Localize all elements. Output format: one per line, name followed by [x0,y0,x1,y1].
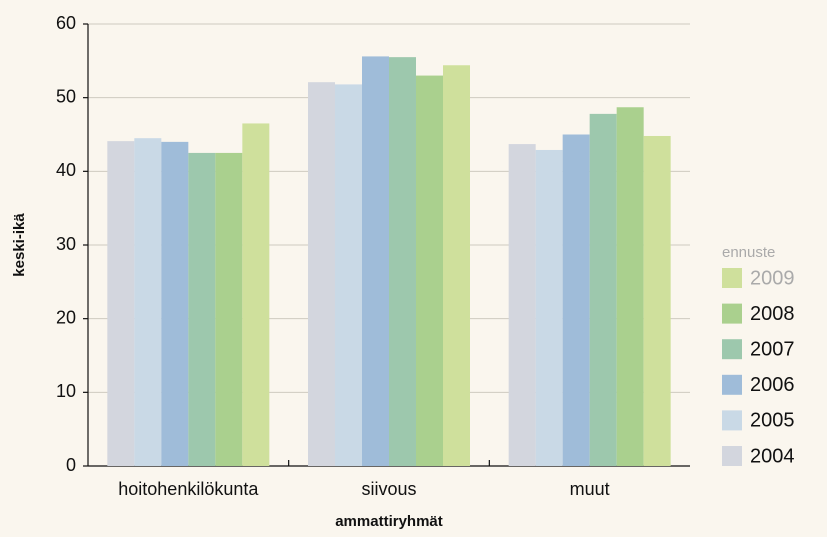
bar [188,152,216,466]
legend-swatch [722,303,742,324]
y-tick-label: 30 [56,234,76,254]
bar [535,149,563,466]
y-tick-label: 40 [56,160,76,180]
bar [562,134,590,466]
legend-swatch [722,446,742,466]
bar [589,113,617,466]
y-axis-title: keski-ikä [11,213,28,277]
bar [362,56,389,467]
bar [508,144,536,466]
x-tick-label: siivous [361,479,416,499]
legend-label: 2008 [750,303,795,325]
legend-note: ennuste [722,244,775,261]
legend-label: 2006 [750,374,795,396]
bar [643,135,671,466]
legend-swatch [722,268,742,288]
y-tick-label: 0 [66,455,76,475]
bar [443,65,470,467]
bar [389,57,416,467]
legend-label: 2009 [750,267,795,289]
y-tick-label: 50 [56,86,76,106]
bar [335,84,362,466]
x-tick-label: hoitohenkilökunta [118,479,259,499]
legend-swatch [722,410,742,431]
legend-label: 2004 [750,445,795,467]
legend-swatch [722,339,742,360]
bar [215,152,243,466]
y-tick-label: 10 [56,381,76,401]
bar [416,75,443,467]
y-tick-label: 20 [56,307,76,327]
legend-label: 2005 [750,410,795,432]
bar [242,123,270,466]
y-tick-label: 60 [56,13,76,33]
bar [161,141,189,466]
bar [308,82,335,467]
bar [107,141,135,466]
x-tick-label: muut [570,479,610,499]
legend-swatch [722,374,742,395]
bar [616,107,644,466]
bar [134,138,162,466]
legend-label: 2007 [750,338,795,360]
x-axis-title: ammattiryhmät [335,513,443,530]
